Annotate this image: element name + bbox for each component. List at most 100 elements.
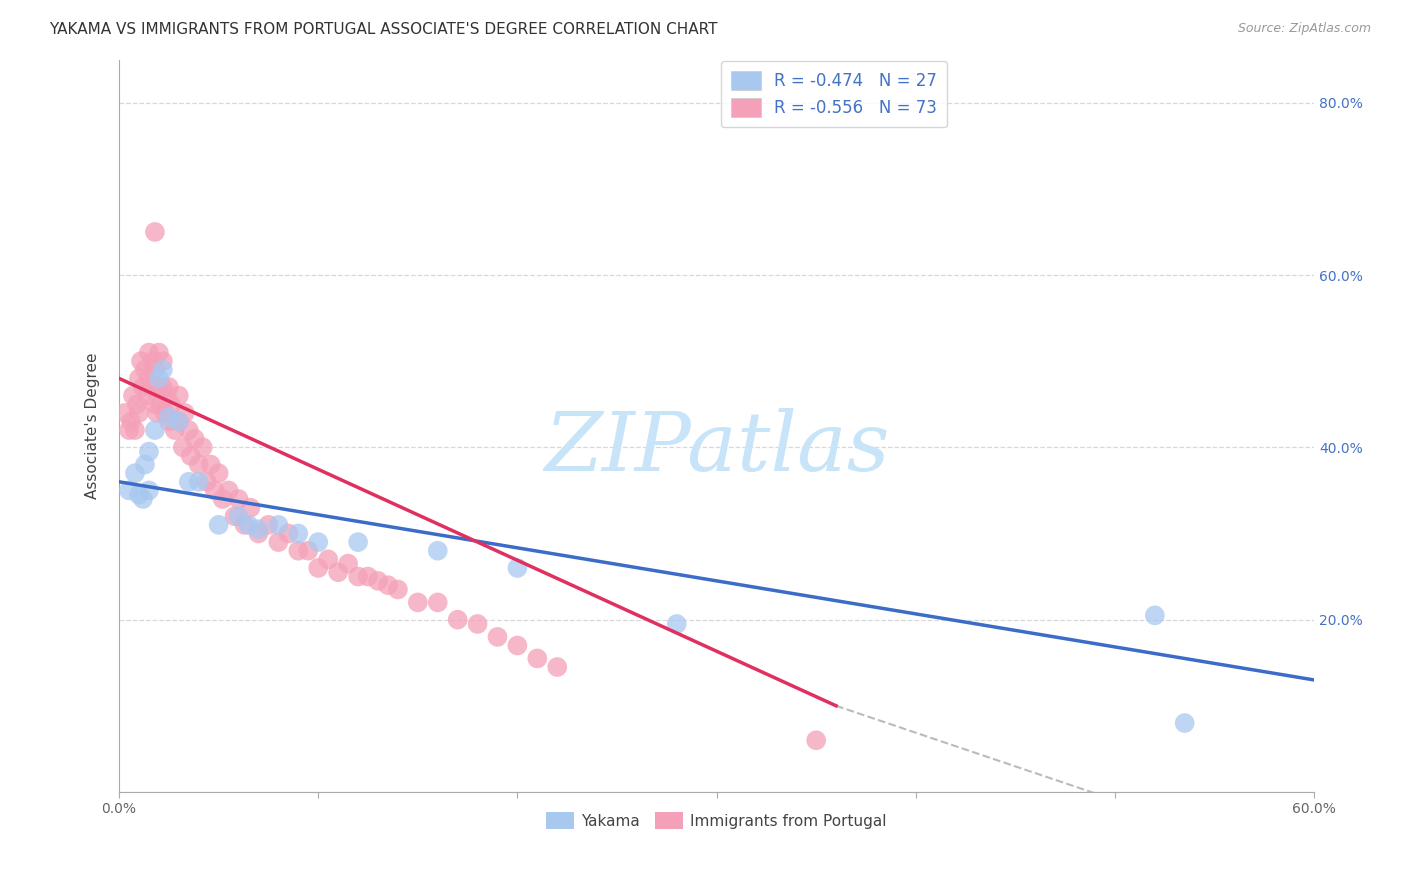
Point	[426, 595, 449, 609]
Point	[157, 415, 180, 429]
Point	[287, 543, 309, 558]
Point	[167, 389, 190, 403]
Point	[128, 406, 150, 420]
Point	[128, 488, 150, 502]
Point	[152, 354, 174, 368]
Point	[211, 491, 233, 506]
Point	[239, 500, 262, 515]
Point	[337, 557, 360, 571]
Point	[157, 410, 180, 425]
Point	[506, 639, 529, 653]
Point	[297, 543, 319, 558]
Point	[156, 389, 179, 403]
Point	[357, 569, 380, 583]
Text: YAKAMA VS IMMIGRANTS FROM PORTUGAL ASSOCIATE'S DEGREE CORRELATION CHART: YAKAMA VS IMMIGRANTS FROM PORTUGAL ASSOC…	[49, 22, 717, 37]
Point	[200, 458, 222, 472]
Point	[134, 363, 156, 377]
Point	[134, 458, 156, 472]
Text: Source: ZipAtlas.com: Source: ZipAtlas.com	[1237, 22, 1371, 36]
Point	[143, 363, 166, 377]
Point	[467, 616, 489, 631]
Point	[180, 449, 202, 463]
Point	[195, 475, 218, 489]
Point	[118, 483, 141, 498]
Point	[114, 406, 136, 420]
Point	[347, 535, 370, 549]
Point	[124, 466, 146, 480]
Point	[257, 517, 280, 532]
Legend: Yakama, Immigrants from Portugal: Yakama, Immigrants from Portugal	[540, 805, 893, 836]
Point	[149, 397, 172, 411]
Point	[526, 651, 548, 665]
Point	[187, 475, 209, 489]
Point	[277, 526, 299, 541]
Point	[238, 517, 260, 532]
Point	[138, 444, 160, 458]
Point	[142, 354, 165, 368]
Point	[138, 483, 160, 498]
Point	[447, 613, 470, 627]
Point	[177, 423, 200, 437]
Point	[406, 595, 429, 609]
Point	[665, 616, 688, 631]
Point	[187, 458, 209, 472]
Point	[184, 432, 207, 446]
Point	[1143, 608, 1166, 623]
Point	[228, 509, 250, 524]
Point	[152, 363, 174, 377]
Point	[148, 371, 170, 385]
Point	[143, 225, 166, 239]
Point	[228, 491, 250, 506]
Point	[224, 509, 246, 524]
Point	[233, 517, 256, 532]
Point	[191, 440, 214, 454]
Point	[138, 371, 160, 385]
Point	[347, 569, 370, 583]
Point	[163, 423, 186, 437]
Point	[125, 397, 148, 411]
Point	[153, 406, 176, 420]
Point	[377, 578, 399, 592]
Point	[172, 440, 194, 454]
Point	[132, 491, 155, 506]
Point	[143, 423, 166, 437]
Point	[167, 415, 190, 429]
Y-axis label: Associate's Degree: Associate's Degree	[86, 352, 100, 499]
Point	[367, 574, 389, 588]
Point	[118, 423, 141, 437]
Point	[167, 415, 190, 429]
Point	[267, 517, 290, 532]
Point	[143, 397, 166, 411]
Point	[132, 380, 155, 394]
Point	[218, 483, 240, 498]
Point	[160, 397, 183, 411]
Point	[486, 630, 509, 644]
Point	[316, 552, 339, 566]
Point	[136, 389, 159, 403]
Point	[146, 406, 169, 420]
Point	[204, 483, 226, 498]
Point	[287, 526, 309, 541]
Text: ZIPatlas: ZIPatlas	[544, 408, 890, 488]
Point	[129, 354, 152, 368]
Point	[139, 380, 162, 394]
Point	[157, 380, 180, 394]
Point	[177, 475, 200, 489]
Point	[173, 406, 195, 420]
Point	[506, 561, 529, 575]
Point	[148, 345, 170, 359]
Point	[208, 466, 231, 480]
Point	[247, 526, 270, 541]
Point	[128, 371, 150, 385]
Point	[124, 423, 146, 437]
Point	[1174, 716, 1197, 731]
Point	[208, 517, 231, 532]
Point	[387, 582, 409, 597]
Point	[152, 380, 174, 394]
Point	[122, 389, 145, 403]
Point	[148, 380, 170, 394]
Point	[546, 660, 568, 674]
Point	[267, 535, 290, 549]
Point	[138, 345, 160, 359]
Point	[806, 733, 828, 747]
